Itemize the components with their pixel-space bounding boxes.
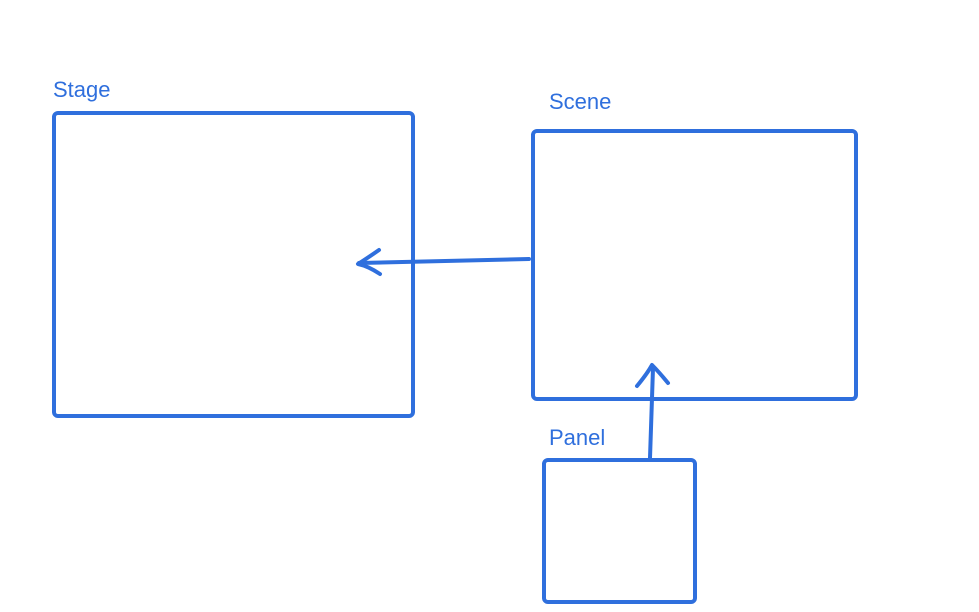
scene-label: Scene — [549, 89, 612, 114]
arrow-scene-to-stage-line — [357, 257, 531, 265]
panel-label: Panel — [549, 425, 606, 450]
arrow-panel-to-scene-line — [648, 366, 655, 460]
panel-box[interactable] — [542, 458, 697, 604]
arrow-panel-to-scene — [635, 363, 670, 460]
arrow-scene-to-stage — [356, 248, 531, 276]
arrow-panel-to-scene-head — [635, 363, 670, 388]
scene-box[interactable] — [531, 129, 858, 401]
stage-box[interactable] — [52, 111, 415, 418]
arrow-scene-to-stage-head — [356, 248, 382, 276]
stage-label: Stage — [53, 77, 111, 102]
